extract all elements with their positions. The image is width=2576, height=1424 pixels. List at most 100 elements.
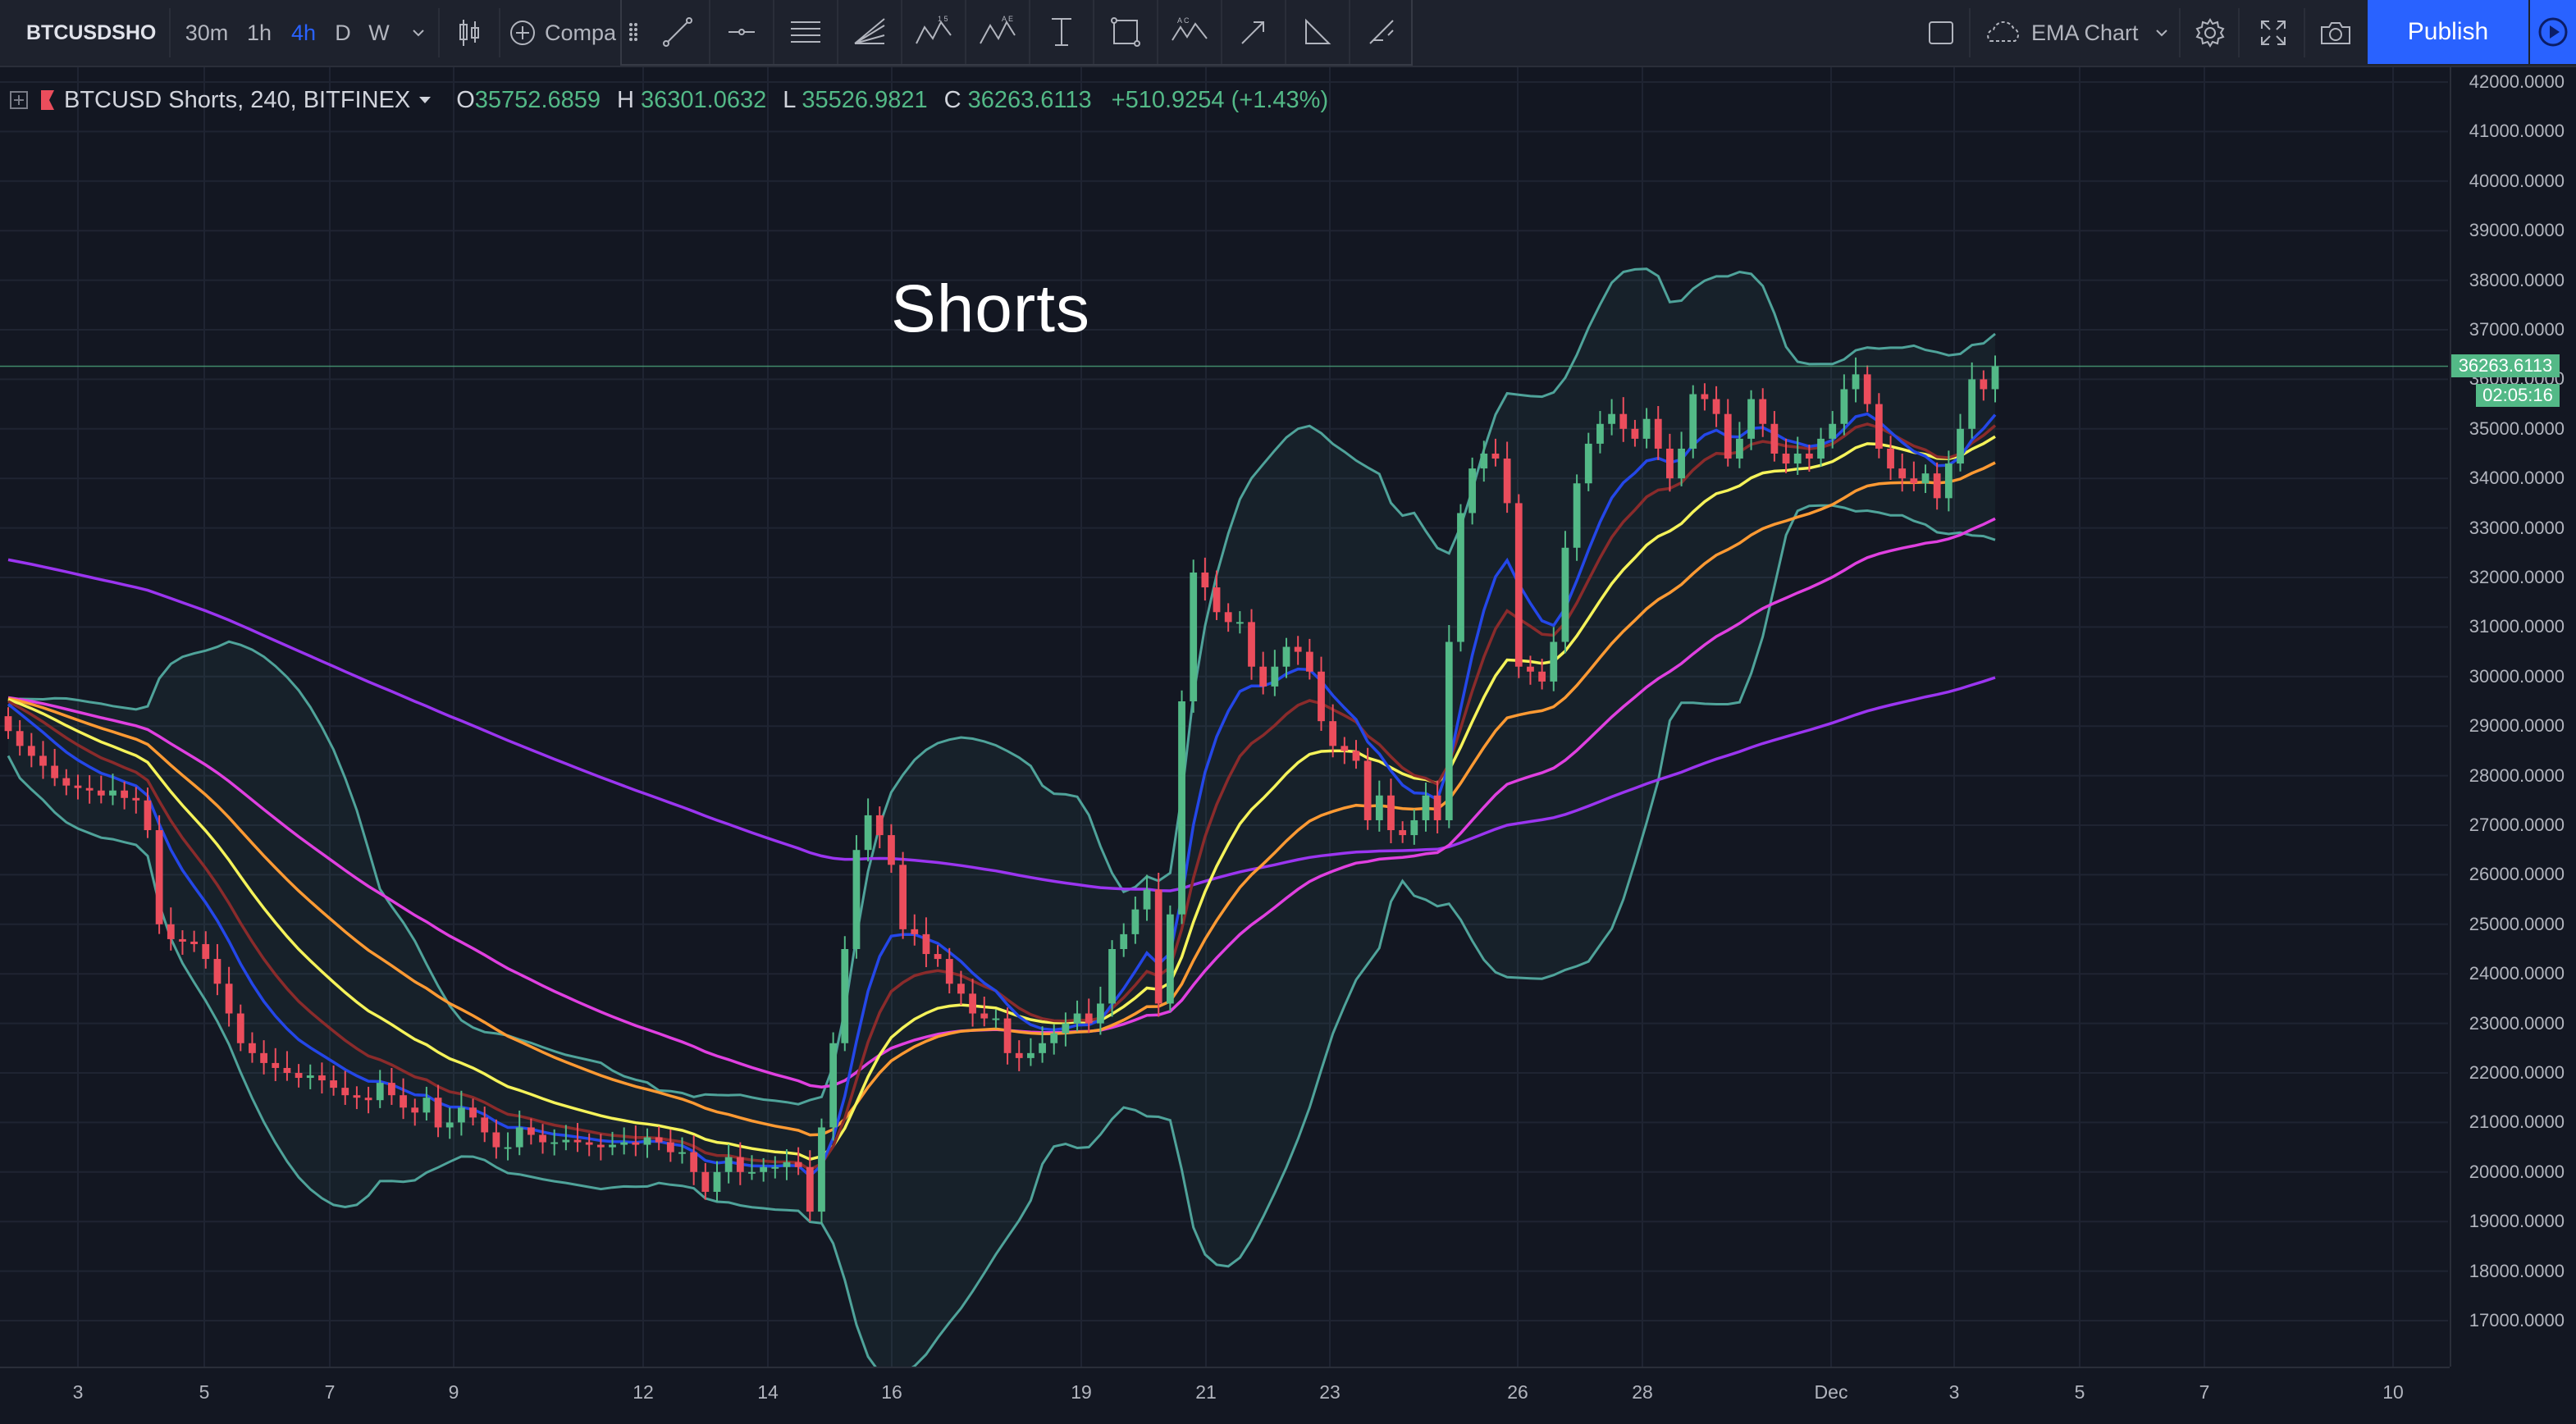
candle bbox=[992, 1009, 1000, 1029]
candle bbox=[1190, 559, 1198, 713]
candle bbox=[1840, 374, 1848, 436]
horizontal-ray-tool[interactable] bbox=[710, 0, 773, 64]
camera-icon bbox=[2321, 22, 2350, 44]
candle-body bbox=[678, 1152, 686, 1154]
time-tick: 19 bbox=[1071, 1381, 1092, 1403]
candle-body bbox=[922, 933, 930, 955]
settings-button[interactable] bbox=[2184, 0, 2236, 66]
candle bbox=[51, 748, 59, 787]
candle-body bbox=[1178, 701, 1185, 915]
fullscreen-toggle[interactable] bbox=[1918, 0, 1964, 66]
fullscreen-button[interactable] bbox=[2245, 0, 2302, 66]
candle bbox=[481, 1107, 489, 1143]
abcd-pattern-tool[interactable]: A E bbox=[966, 0, 1029, 64]
candle-body bbox=[980, 1013, 989, 1019]
head-and-shoulders-tool[interactable]: A C bbox=[1158, 0, 1221, 64]
candle bbox=[1712, 386, 1720, 427]
candle-body bbox=[945, 959, 953, 984]
time-tick: 3 bbox=[1948, 1381, 1960, 1403]
timeframe-4h[interactable]: 4h bbox=[290, 20, 317, 45]
symbol-search[interactable]: BTCUSDSHO bbox=[26, 21, 157, 44]
expand-icon bbox=[2261, 21, 2286, 45]
chevron-down-icon bbox=[2155, 30, 2167, 37]
caret-down-icon bbox=[419, 97, 432, 103]
candle-body bbox=[1944, 463, 1953, 499]
candle bbox=[1282, 637, 1290, 678]
interval-dropdown[interactable] bbox=[402, 0, 435, 66]
candle-body bbox=[806, 1166, 814, 1212]
price-tick: 34000.0000 bbox=[2469, 468, 2565, 489]
drag-handle[interactable] bbox=[622, 0, 645, 64]
candle bbox=[1410, 809, 1418, 845]
candle bbox=[1003, 1007, 1012, 1065]
candle bbox=[1887, 436, 1894, 481]
candle-body bbox=[550, 1142, 559, 1144]
layout-name: EMA Chart bbox=[2031, 20, 2139, 45]
candle bbox=[1305, 638, 1313, 680]
price-range-tool[interactable] bbox=[1030, 0, 1093, 64]
timeframe-d[interactable]: D bbox=[335, 20, 351, 45]
flag-icon[interactable] bbox=[39, 89, 56, 112]
collapse-icon[interactable] bbox=[10, 91, 28, 109]
candle-body bbox=[1805, 454, 1813, 459]
candle-body bbox=[1782, 454, 1790, 464]
candle-body bbox=[1062, 1023, 1070, 1034]
candle bbox=[445, 1107, 454, 1139]
ema-13-line bbox=[7, 422, 1997, 1171]
price-tick: 17000.0000 bbox=[2469, 1310, 2565, 1330]
chevron-down-icon bbox=[413, 30, 424, 37]
compare-button[interactable]: Compa bbox=[509, 0, 623, 66]
timeframe-1h[interactable]: 1h bbox=[246, 20, 272, 45]
time-tick: 10 bbox=[2382, 1381, 2404, 1403]
candle bbox=[1631, 419, 1639, 447]
candle bbox=[1108, 940, 1116, 1017]
layout-dropdown[interactable]: EMA Chart bbox=[1980, 0, 2177, 66]
candle-body bbox=[899, 865, 907, 929]
snapshot-button[interactable] bbox=[2307, 0, 2364, 66]
candle-body bbox=[1724, 413, 1732, 459]
replay-button[interactable] bbox=[2530, 0, 2576, 64]
candle-body bbox=[1921, 473, 1930, 484]
candle-body bbox=[1259, 666, 1267, 687]
candle-body bbox=[1980, 379, 1988, 390]
angle-tool[interactable] bbox=[1286, 0, 1349, 64]
candle bbox=[1143, 874, 1151, 921]
timeframe-30m[interactable]: 30m bbox=[185, 20, 229, 45]
brush-tool[interactable] bbox=[1350, 0, 1413, 64]
candle bbox=[457, 1090, 465, 1136]
candle-body bbox=[1015, 1052, 1023, 1058]
candle bbox=[1724, 399, 1732, 467]
rectangle-tool[interactable] bbox=[1094, 0, 1157, 64]
arrow-tool[interactable] bbox=[1222, 0, 1285, 64]
time-axis[interactable]: 3 5 7 9 12 14 16 19 21 23 26 28 Dec 3 5 7 10 bbox=[0, 1367, 2450, 1424]
candle bbox=[515, 1110, 523, 1156]
candle bbox=[388, 1067, 395, 1105]
candle bbox=[1259, 651, 1267, 695]
pitchfork-icon bbox=[791, 21, 820, 43]
divider bbox=[1221, 0, 1222, 64]
candle bbox=[1875, 393, 1883, 459]
gann-fan-tool[interactable] bbox=[838, 0, 901, 64]
timeframe-w[interactable]: W bbox=[368, 20, 390, 45]
pitchfork-tool[interactable] bbox=[774, 0, 837, 64]
candle-body bbox=[1410, 819, 1418, 836]
price-chart[interactable] bbox=[0, 67, 2448, 1367]
price-tick: 41000.0000 bbox=[2469, 121, 2565, 142]
candle bbox=[1991, 355, 1999, 403]
legend-symbol[interactable]: BTCUSD Shorts, 240, BITFINEX bbox=[64, 87, 432, 114]
trend-line-tool[interactable] bbox=[646, 0, 709, 64]
square-icon bbox=[1929, 21, 1953, 44]
chart-type-button[interactable] bbox=[446, 0, 492, 66]
candle-body bbox=[236, 1013, 244, 1043]
candle-body bbox=[1073, 1013, 1081, 1024]
candle-body bbox=[97, 790, 105, 796]
legend-high: H 36301.0632 bbox=[617, 86, 767, 113]
xabcd-pattern-tool[interactable]: 1 5 bbox=[902, 0, 965, 64]
candle-body bbox=[1991, 366, 1999, 390]
publish-button[interactable]: Publish bbox=[2368, 0, 2528, 64]
candle-body bbox=[852, 850, 861, 949]
price-axis[interactable]: 42000.0000 41000.0000 40000.0000 39000.0000… bbox=[2450, 67, 2576, 1367]
candle bbox=[1318, 656, 1325, 731]
candle bbox=[1550, 627, 1558, 691]
candle bbox=[922, 917, 930, 968]
